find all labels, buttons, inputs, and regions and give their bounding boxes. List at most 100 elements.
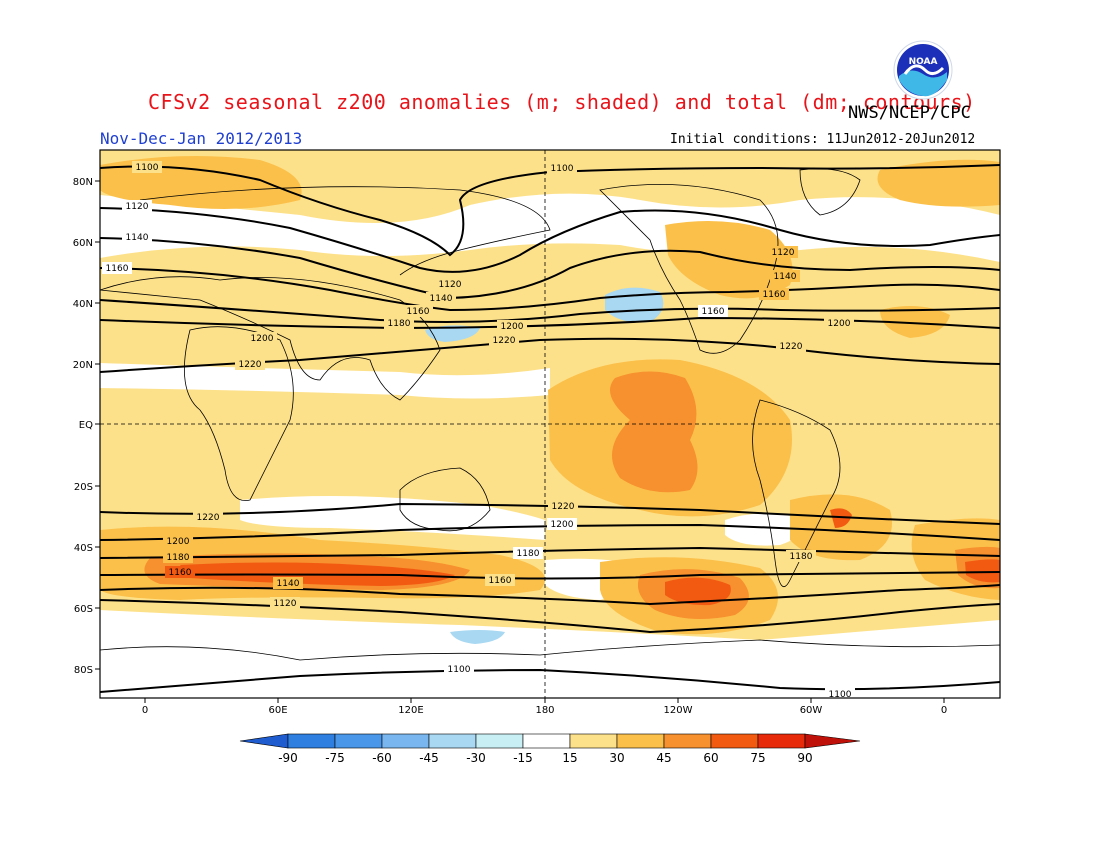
contour-labels: 1100 1100 1100 1100 1120 1120 1120 1120 … <box>102 161 855 700</box>
colorbar-swatch-8 <box>616 733 665 749</box>
contour-label-text: 1160 <box>106 264 129 274</box>
contour-label: 1220 <box>548 500 578 512</box>
noaa-logo-text: NOAA <box>909 57 938 67</box>
colorbar-swatch-7 <box>569 733 618 749</box>
contour-label-text: 1160 <box>169 568 192 578</box>
anomaly-shading <box>100 156 1000 698</box>
contour-label-text: 1140 <box>126 233 149 243</box>
contour-label-text: 1100 <box>448 665 471 675</box>
lat-tick-label: 60N <box>73 238 93 249</box>
lon-tick-label: 0 <box>941 705 947 716</box>
peak-anomaly-eastatlantic <box>965 559 1000 583</box>
coast-africa <box>184 326 294 502</box>
contour-label: 1120 <box>122 200 152 212</box>
latitude-axis: 80N 60N 40N 20N EQ 20S 40S 60S 80S <box>73 177 100 676</box>
peak-anomaly-brazil <box>830 508 852 528</box>
colorbar-swatch-5 <box>475 733 524 749</box>
lat-tick-label: 40N <box>73 299 93 310</box>
coastlines <box>100 168 1000 698</box>
contour-label-text: 1160 <box>407 307 430 317</box>
neutral-patch-atlantic <box>725 513 803 546</box>
colorbar-label: 30 <box>609 751 624 765</box>
lon-tick-label: 180 <box>535 705 554 716</box>
contour-1180-north <box>100 299 1000 323</box>
colorbar-label: -30 <box>466 751 486 765</box>
contour-label: 1100 <box>547 162 577 174</box>
lon-tick-label: 120E <box>398 705 423 716</box>
contour-label-text: 1120 <box>439 280 462 290</box>
contour-label: 1160 <box>485 574 515 586</box>
colorbar: -90 -75 -60 -45 -30 -15 15 30 45 60 75 9… <box>239 733 861 765</box>
positive-anomaly-north-atlantic <box>880 306 950 338</box>
colorbar-label: -90 <box>278 751 298 765</box>
coast-antarctica <box>100 639 1000 698</box>
positive-anomaly-south-atlantic <box>790 494 892 561</box>
contour-label-text: 1200 <box>251 334 274 344</box>
contour-label: 1220 <box>776 340 806 352</box>
lat-tick-label: 20N <box>73 360 93 371</box>
colorbar-swatch-4 <box>428 733 477 749</box>
contour-1160-south <box>100 571 1000 580</box>
contour-label: 1200 <box>163 535 193 547</box>
contour-1160-north <box>100 267 1000 312</box>
contour-label-text: 1100 <box>551 164 574 174</box>
contour-label: 1180 <box>384 317 414 329</box>
positive-anomaly-arctic-e <box>877 159 1000 207</box>
lat-tick-label: EQ <box>79 420 93 431</box>
colorbar-label: 60 <box>703 751 718 765</box>
contour-label: 1140 <box>273 577 303 589</box>
lat-tick-label: 80N <box>73 177 93 188</box>
contour-label: 1120 <box>270 597 300 609</box>
season-subtitle: Nov-Dec-Jan 2012/2013 <box>100 129 303 148</box>
contour-label: 1200 <box>547 518 577 530</box>
contour-label-text: 1200 <box>828 319 851 329</box>
contour-1180-south <box>100 546 1000 559</box>
contour-1120-north <box>100 207 1000 273</box>
colorbar-swatch-0 <box>239 733 289 749</box>
contour-label: 1180 <box>513 547 543 559</box>
coast-eurasia <box>100 276 441 401</box>
negative-anomaly-westpacific <box>425 325 480 342</box>
lat-tick-label: 80S <box>74 665 93 676</box>
colorbar-label: -45 <box>419 751 439 765</box>
lat-tick-label: 20S <box>74 482 93 493</box>
contour-label-text: 1160 <box>702 307 725 317</box>
contour-label-text: 1100 <box>829 690 852 700</box>
contour-label-text: 1120 <box>274 599 297 609</box>
contour-label: 1220 <box>235 358 265 370</box>
colorbar-label: 75 <box>750 751 765 765</box>
colorbar-label: -75 <box>325 751 345 765</box>
contour-label-text: 1160 <box>763 290 786 300</box>
contour-label-text: 1180 <box>517 549 540 559</box>
contour-label-text: 1180 <box>790 552 813 562</box>
coast-southamerica <box>752 399 841 587</box>
contour-label-text: 1120 <box>126 202 149 212</box>
contour-label-text: 1100 <box>136 163 159 173</box>
colorbar-swatch-10 <box>710 733 759 749</box>
contour-label: 1160 <box>403 305 433 317</box>
neutral-band-midnorth <box>100 363 550 399</box>
lat-tick-label: 40S <box>74 543 93 554</box>
longitude-axis: 0 60E 120E 180 120W 60W 0 <box>142 698 947 716</box>
noaa-logo: NOAA <box>893 40 953 100</box>
coast-greenland <box>799 168 861 216</box>
coast-australia <box>399 467 491 532</box>
contour-label: 1160 <box>698 305 728 317</box>
neutral-band-south <box>240 496 545 540</box>
contour-label: 1120 <box>768 246 798 258</box>
coast-northamerica <box>599 183 779 354</box>
colorbar-swatch-12 <box>804 733 861 749</box>
lon-tick-label: 60E <box>268 705 287 716</box>
contour-label-text: 1160 <box>489 576 512 586</box>
agency-label: NWS/NCEP/CPC <box>848 103 971 123</box>
colorbar-swatch-3 <box>381 733 430 749</box>
contour-label: 1100 <box>444 663 474 675</box>
contour-label-text: 1120 <box>772 248 795 258</box>
contour-1100-north <box>100 164 1000 257</box>
contour-label-text: 1220 <box>197 513 220 523</box>
contour-label-text: 1140 <box>774 272 797 282</box>
contour-label-text: 1220 <box>780 342 803 352</box>
contour-label-text: 1180 <box>388 319 411 329</box>
contour-label: 1220 <box>489 334 519 346</box>
